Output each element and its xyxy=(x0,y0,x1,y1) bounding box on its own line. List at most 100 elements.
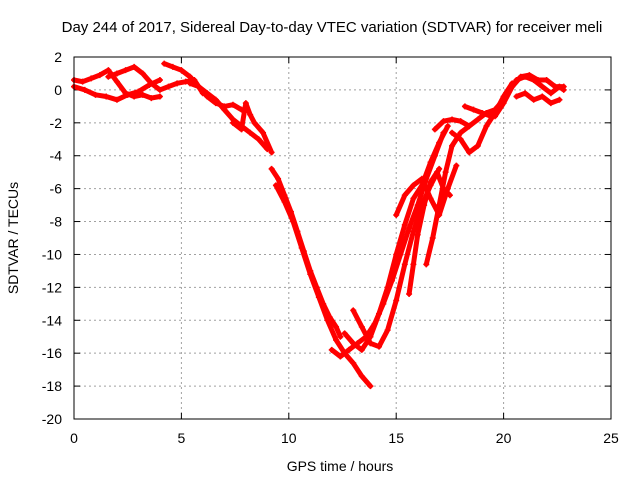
y-tick-label: 0 xyxy=(54,82,62,98)
data-point xyxy=(423,261,430,268)
chart-title: Day 244 of 2017, Sidereal Day-to-day VTE… xyxy=(62,19,603,36)
series-track xyxy=(273,182,373,389)
y-tick-label: -8 xyxy=(50,214,63,230)
data-point xyxy=(393,251,400,258)
x-tick-label: 0 xyxy=(70,430,78,446)
data-point xyxy=(446,192,453,199)
series-track xyxy=(187,80,270,152)
x-ticks: 0 5 10 15 20 25 xyxy=(70,57,619,446)
data-point xyxy=(530,96,537,103)
data-point xyxy=(470,106,477,113)
data-point xyxy=(410,261,417,268)
x-axis-label: GPS time / hours xyxy=(287,458,394,474)
data-point xyxy=(384,327,391,334)
data-point xyxy=(135,88,142,95)
data-point xyxy=(418,175,425,182)
data-point xyxy=(449,116,456,123)
data-point xyxy=(204,90,211,97)
data-point xyxy=(113,78,120,85)
data-point xyxy=(509,83,516,90)
data-point xyxy=(466,149,473,156)
data-point xyxy=(81,86,88,93)
data-point xyxy=(560,83,567,90)
data-point xyxy=(526,72,533,79)
x-tick-label: 20 xyxy=(496,430,512,446)
plot-frame xyxy=(73,56,612,420)
data-point xyxy=(466,123,473,130)
data-point xyxy=(247,129,254,136)
data-point xyxy=(88,75,95,82)
data-point xyxy=(358,323,365,330)
data-point xyxy=(474,142,481,149)
data-point xyxy=(449,129,456,136)
data-point xyxy=(113,70,120,77)
y-tick-label: -14 xyxy=(42,312,62,328)
data-point xyxy=(457,118,464,125)
data-point xyxy=(401,261,408,268)
data-point xyxy=(522,90,529,97)
data-point xyxy=(427,159,434,166)
series-track-6 xyxy=(229,100,275,156)
data-point xyxy=(345,346,352,353)
data-point xyxy=(410,182,417,189)
data-point xyxy=(341,330,348,337)
data-point xyxy=(543,77,550,84)
data-point xyxy=(453,162,460,169)
data-point xyxy=(238,126,245,133)
data-point xyxy=(156,86,163,93)
data-point xyxy=(539,93,546,100)
data-point xyxy=(358,373,365,380)
series-track-2 xyxy=(71,77,163,103)
data-point xyxy=(547,90,554,97)
data-point xyxy=(350,340,357,347)
data-point xyxy=(328,346,335,353)
data-point xyxy=(272,182,279,189)
data-point xyxy=(161,60,168,67)
data-point xyxy=(169,63,176,70)
series-track-10 xyxy=(341,123,451,353)
data-point xyxy=(449,142,456,149)
data-point xyxy=(552,83,559,90)
data-point xyxy=(393,297,400,304)
x-tick-label: 5 xyxy=(178,430,186,446)
data-point xyxy=(414,231,421,238)
data-point xyxy=(307,271,314,278)
y-tick-label: -12 xyxy=(42,279,62,295)
data-point xyxy=(358,346,365,353)
data-point xyxy=(165,83,172,90)
data-point xyxy=(547,100,554,107)
data-point xyxy=(436,139,443,146)
data-point xyxy=(148,80,155,87)
data-point xyxy=(384,284,391,291)
data-point xyxy=(436,202,443,209)
data-point xyxy=(427,195,434,202)
y-tick-label: -18 xyxy=(42,378,62,394)
data-point xyxy=(268,165,275,172)
data-layer xyxy=(71,60,567,390)
data-point xyxy=(429,235,436,241)
data-point xyxy=(401,192,408,199)
data-point xyxy=(410,228,417,235)
data-point xyxy=(457,136,464,143)
data-point xyxy=(186,80,193,87)
data-point xyxy=(431,126,438,133)
data-point xyxy=(324,317,331,324)
series-track xyxy=(161,61,244,113)
data-point xyxy=(260,129,267,136)
y-tick-label: -2 xyxy=(50,115,63,131)
data-point xyxy=(79,78,86,85)
data-point xyxy=(96,72,103,79)
data-point xyxy=(298,244,305,251)
data-point xyxy=(436,165,443,172)
data-point xyxy=(406,290,413,297)
y-tick-label: -20 xyxy=(42,411,62,427)
data-point xyxy=(281,198,288,205)
data-point xyxy=(350,360,357,367)
y-tick-label: 2 xyxy=(54,49,62,65)
data-point xyxy=(461,103,468,110)
data-point xyxy=(479,109,486,116)
y-ticks: -20-18-16-14-12-10-8-6-4-202 xyxy=(42,49,611,427)
data-point xyxy=(474,116,481,123)
data-point xyxy=(195,83,202,90)
data-point xyxy=(539,83,546,90)
